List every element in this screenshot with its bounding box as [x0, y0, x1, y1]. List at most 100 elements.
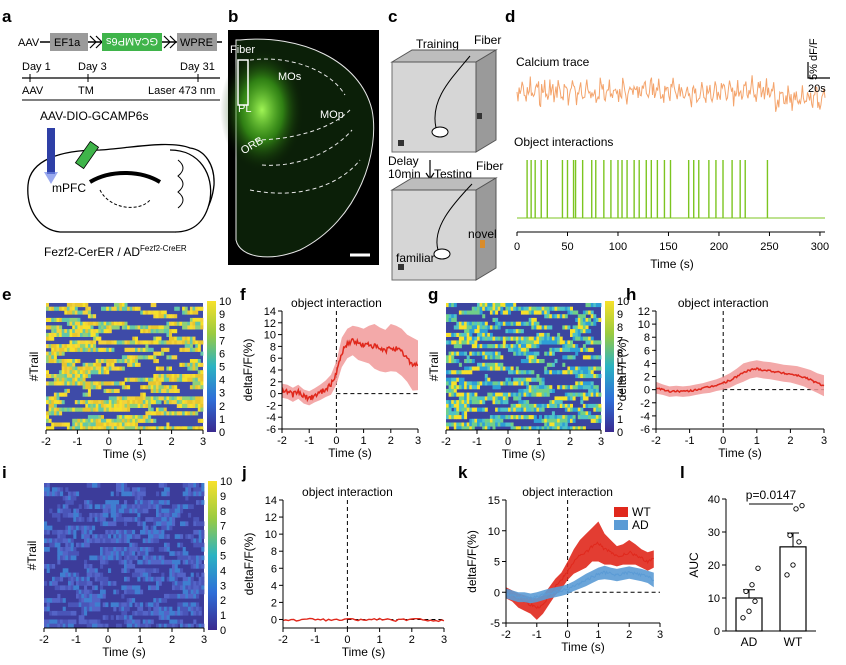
heatmap-cell: [479, 325, 483, 330]
heatmap-cell: [198, 564, 202, 569]
heatmap-cell: [163, 426, 167, 431]
heatmap-cell: [533, 377, 537, 382]
heatmap-cell: [150, 347, 154, 352]
heatmap-cell: [166, 426, 170, 431]
heatmap-cell: [44, 606, 48, 612]
heatmap-cell: [53, 400, 57, 405]
heatmap-cell: [100, 504, 104, 509]
heatmap-cell: [61, 329, 65, 334]
y-tick-label: 5: [494, 557, 500, 569]
heatmap-cell: [111, 407, 115, 412]
panel-d: d Calcium trace 5% dF/F 20s Object inter…: [505, 7, 830, 271]
heatmap-cell: [192, 385, 196, 390]
heatmap-cell: [164, 534, 168, 539]
x-axis-label: Time (s): [328, 446, 372, 460]
heatmap-cell: [197, 347, 201, 352]
heatmap-cell: [474, 329, 478, 334]
data-point: [746, 608, 752, 614]
heatmap-cell: [169, 623, 173, 629]
heatmap-cell: [119, 400, 123, 405]
heatmap-cell: [200, 385, 204, 390]
heatmap-cell: [97, 598, 101, 603]
heatmap-cell: [49, 623, 53, 629]
heatmap-cell: [113, 500, 117, 505]
heatmap-cell: [72, 344, 76, 349]
heatmap-cell: [482, 381, 486, 386]
heatmap-cell: [187, 400, 191, 405]
heatmap-cell: [97, 593, 101, 599]
heatmap-cell: [456, 351, 460, 356]
AD-mean-line: [505, 570, 655, 601]
heatmap-cell: [528, 344, 532, 349]
heatmap-cell: [182, 426, 186, 431]
heatmap-cell: [148, 355, 152, 360]
heatmap-cell: [93, 415, 97, 420]
heatmap-cell: [546, 340, 550, 345]
heatmap-cell: [121, 602, 125, 608]
heatmap-cell: [505, 422, 509, 427]
x-tick-label: 0: [514, 241, 520, 253]
colorbar: [605, 301, 614, 432]
heatmap-cell: [73, 512, 77, 518]
heatmap-cell: [564, 355, 568, 360]
heatmap-cell: [169, 400, 172, 405]
heatmap-cell: [65, 572, 69, 578]
heatmap-cell: [567, 385, 571, 390]
x-tick-label: 0: [720, 435, 726, 447]
heatmap-cell: [458, 422, 462, 427]
heatmap-cell: [103, 403, 107, 408]
heatmap-cell: [164, 598, 168, 603]
heatmap-cell: [137, 589, 141, 595]
heatmap-cell: [482, 396, 486, 401]
heatmap-cell: [590, 336, 594, 341]
heatmap-cell: [577, 321, 581, 326]
heatmap-cell: [46, 411, 49, 416]
y-axis-label: AUC: [687, 552, 701, 578]
heatmap-cell: [98, 366, 102, 371]
heatmap-cell: [185, 589, 189, 595]
heatmap-cell: [190, 606, 194, 612]
heatmap-cell: [158, 407, 162, 412]
heatmap-cell: [554, 422, 558, 427]
data-point: [790, 562, 796, 568]
heatmap-cell: [84, 559, 88, 565]
heatmap-cell: [567, 310, 571, 315]
heatmap-cell: [87, 426, 91, 431]
y-tick-label: 0: [494, 587, 500, 599]
heatmap-cell: [161, 610, 165, 616]
y-tick-label: 12: [265, 512, 277, 524]
heatmap-cell: [66, 347, 70, 352]
heatmap-cell: [80, 407, 83, 412]
heatmap-cell: [523, 381, 527, 386]
heatmap-cell: [69, 344, 73, 349]
x-tick-label: 1: [137, 436, 143, 448]
heatmap-cell: [113, 589, 117, 595]
heatmap-cell: [464, 332, 468, 337]
heatmap-cell: [132, 362, 136, 367]
heatmap-cell: [518, 344, 522, 349]
heatmap-cell: [132, 491, 136, 497]
heatmap-cell: [184, 396, 188, 401]
heatmap-cell: [557, 370, 561, 375]
heatmap-cell: [57, 508, 61, 514]
heatmap-cell: [163, 310, 167, 315]
heatmap-cell: [65, 610, 69, 616]
heatmap-cell: [76, 576, 80, 582]
heatmap-cell: [171, 388, 175, 393]
heatmap-cell: [116, 589, 120, 595]
heatmap-cell: [464, 370, 468, 375]
heatmap-cell: [106, 370, 110, 375]
heatmap-cell: [189, 325, 193, 330]
heatmap-cell: [90, 344, 94, 349]
heatmap-cell: [48, 374, 52, 379]
heatmap-cell: [54, 529, 58, 535]
heatmap-cell: [98, 385, 102, 390]
heatmap-cell: [98, 426, 102, 431]
heatmap-cell: [121, 504, 125, 509]
heatmap-cell: [174, 512, 178, 518]
heatmap-cell: [461, 411, 465, 416]
heatmap-cell: [60, 508, 64, 514]
heatmap-cell: [197, 418, 201, 423]
heatmap-cell: [89, 529, 93, 535]
